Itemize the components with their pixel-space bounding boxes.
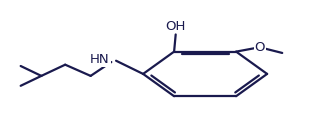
Text: O: O [255, 41, 265, 54]
Text: OH: OH [165, 20, 186, 33]
Text: HN: HN [90, 53, 110, 66]
